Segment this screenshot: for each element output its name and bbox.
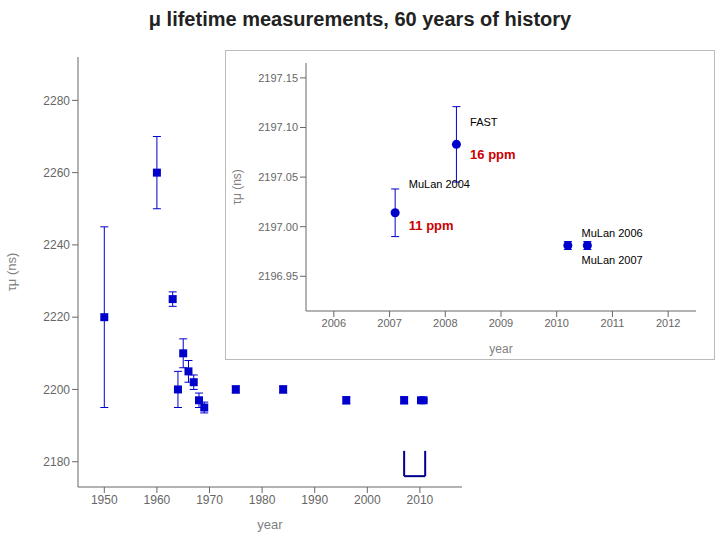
svg-text:year: year <box>257 517 283 532</box>
svg-text:1990: 1990 <box>301 493 328 507</box>
svg-text:2197.10: 2197.10 <box>258 121 298 133</box>
svg-text:MuLan 2007: MuLan 2007 <box>582 254 643 266</box>
svg-text:2240: 2240 <box>43 238 70 252</box>
svg-text:2012: 2012 <box>656 317 680 329</box>
svg-text:2197.05: 2197.05 <box>258 171 298 183</box>
svg-text:2197.00: 2197.00 <box>258 221 298 233</box>
svg-text:2007: 2007 <box>377 317 401 329</box>
svg-text:2006: 2006 <box>322 317 346 329</box>
svg-text:2008: 2008 <box>433 317 457 329</box>
svg-text:2011: 2011 <box>601 317 625 329</box>
svg-text:1970: 1970 <box>196 493 223 507</box>
svg-text:11 ppm: 11 ppm <box>409 218 454 233</box>
svg-text:2009: 2009 <box>489 317 513 329</box>
svg-text:1950: 1950 <box>91 493 118 507</box>
svg-text:2280: 2280 <box>43 94 70 108</box>
svg-text:2010: 2010 <box>544 317 568 329</box>
svg-text:MuLan 2006: MuLan 2006 <box>582 227 643 239</box>
svg-text:2180: 2180 <box>43 455 70 469</box>
svg-text:1960: 1960 <box>144 493 171 507</box>
svg-text:2220: 2220 <box>43 310 70 324</box>
svg-text:year: year <box>489 342 512 356</box>
svg-text:2197.15: 2197.15 <box>258 72 298 84</box>
svg-text:MuLan 2004: MuLan 2004 <box>409 178 470 190</box>
svg-text:2196.95: 2196.95 <box>258 270 298 282</box>
html-text:μ lifetime measurements, 60 ye: μ lifetime measurements, 60 years of his… <box>148 8 572 30</box>
svg-text:1980: 1980 <box>249 493 276 507</box>
svg-text:2000: 2000 <box>354 493 381 507</box>
svg-text:τμ (ns): τμ (ns) <box>230 169 244 205</box>
svg-text:2200: 2200 <box>43 383 70 397</box>
svg-text:FAST: FAST <box>470 116 498 128</box>
svg-text:2260: 2260 <box>43 166 70 180</box>
svg-text:16 ppm: 16 ppm <box>470 147 516 162</box>
svg-text:τμ (ns): τμ (ns) <box>8 253 19 292</box>
svg-text:2010: 2010 <box>407 493 434 507</box>
